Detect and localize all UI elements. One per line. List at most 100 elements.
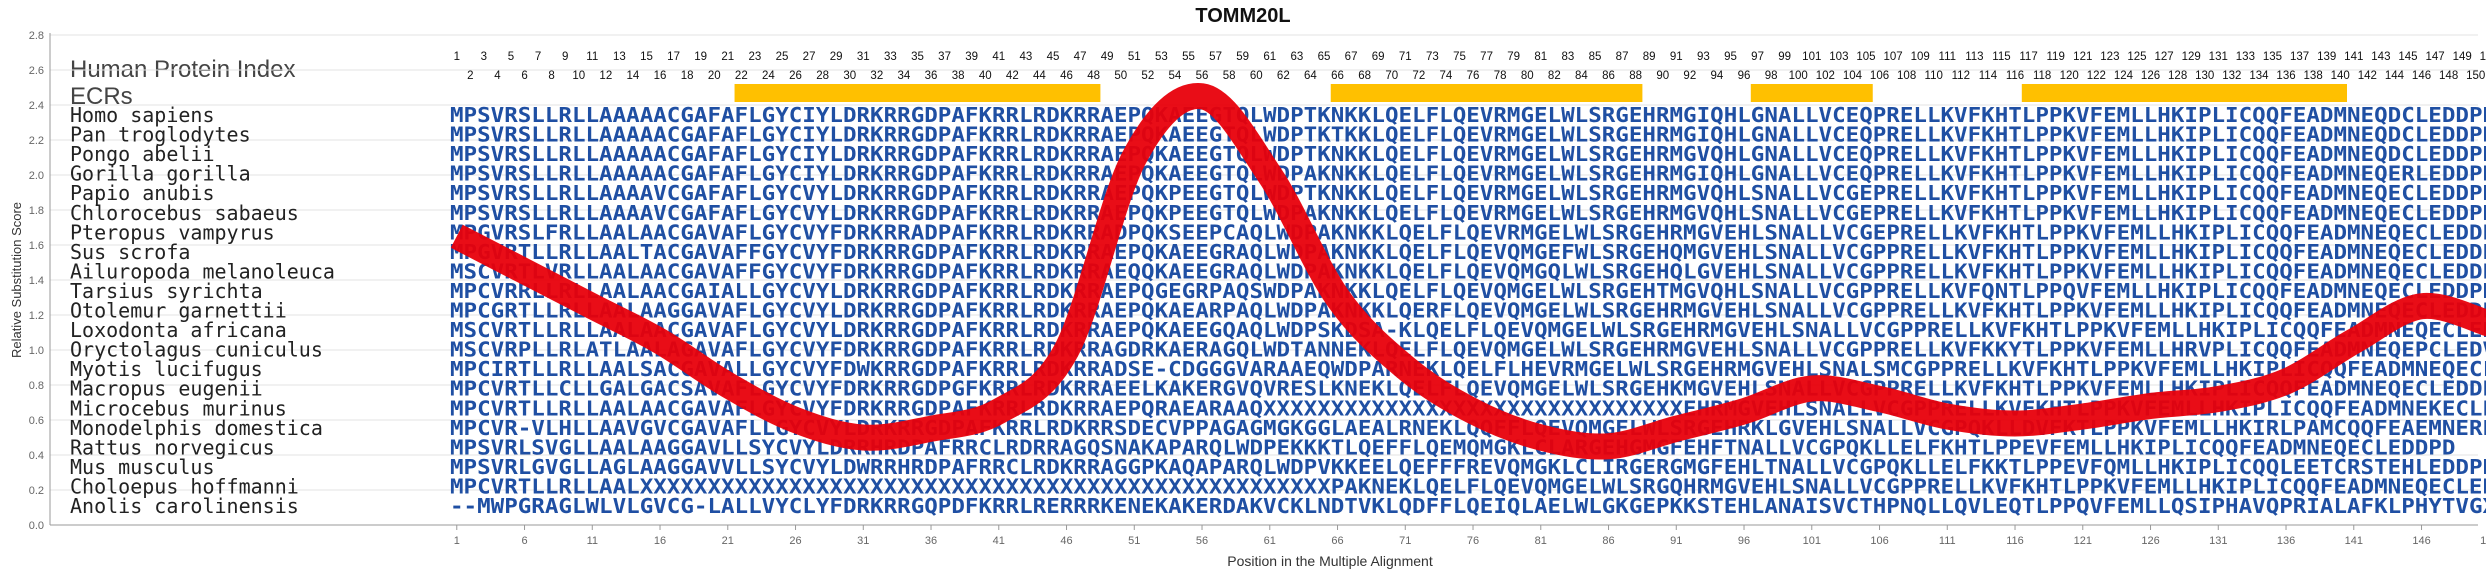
y-tick-label: 0.4: [29, 450, 44, 462]
protein-index-number: 86: [1602, 70, 1615, 82]
protein-index-number: 77: [1480, 51, 1493, 63]
species-label: Gorilla gorilla: [70, 162, 251, 186]
protein-index-number: 80: [1521, 70, 1534, 82]
protein-index-number: 39: [965, 51, 978, 63]
protein-index-number: 126: [2141, 70, 2160, 82]
protein-index-number: 142: [2358, 70, 2377, 82]
alignment-sequence: MPCIRTLLRLLAALSACGAVALLGYCVYFDWKRRGDPAFK…: [450, 357, 2486, 381]
species-label: Sus scrofa: [70, 240, 190, 264]
protein-index-number: 58: [1223, 70, 1236, 82]
protein-index-number: 15: [640, 51, 653, 63]
species-label: Papio anubis: [70, 181, 215, 205]
protein-index-number: 44: [1033, 70, 1046, 82]
species-label: Pteropus vampyrus: [70, 220, 275, 244]
protein-index-number: 101: [1802, 51, 1821, 63]
protein-index-number: 119: [2047, 51, 2065, 63]
protein-index-number: 132: [2222, 70, 2241, 82]
alignment-sequence: MPGVRSLFRLLAALAACGAVAFLGYCVYFDRKRRADPAFK…: [450, 220, 2486, 244]
protein-index-number: 116: [2006, 70, 2024, 82]
x-tick-label: 111: [1939, 535, 1956, 547]
protein-index-number: 73: [1426, 51, 1439, 63]
protein-index-number: 64: [1304, 70, 1317, 82]
alignment-sequence: MSCVRTLVRLLAALAACGAVAFFGYCVYFDRKRRGDPAFK…: [450, 259, 2486, 283]
protein-index-number: 36: [925, 70, 938, 82]
x-tick-label: 36: [925, 535, 937, 547]
protein-index-number: 147: [2425, 51, 2444, 63]
protein-index-number: 22: [735, 70, 748, 82]
protein-index-number: 18: [681, 70, 694, 82]
x-tick-label: 1: [454, 535, 460, 547]
protein-index-number: 25: [776, 51, 789, 63]
alignment-sequence: MPSVRSLLRLLAAAAACGAFAFLGYCIYLDRKRRGDPAFK…: [450, 142, 2486, 166]
x-axis-label: Position in the Multiple Alignment: [1227, 553, 1433, 569]
species-label: Tarsius syrichta: [70, 279, 263, 303]
y-tick-label: 2.6: [29, 65, 44, 77]
protein-index-number: 98: [1765, 70, 1778, 82]
protein-index-number: 124: [2114, 70, 2134, 82]
protein-index-number: 61: [1263, 51, 1276, 63]
protein-index-number: 43: [1019, 51, 1032, 63]
alignment-sequence: MSCVRTLLRLLAALAACGAVAFLGYCVYLDRKRRGDPAFK…: [450, 318, 2486, 342]
y-tick-label: 0.0: [29, 520, 44, 532]
ecr-bar: [1330, 84, 1643, 102]
species-label: Pan troglodytes: [70, 123, 251, 147]
y-tick-label: 0.2: [29, 485, 44, 497]
protein-index-number: 121: [2073, 51, 2092, 63]
protein-index-number: 99: [1778, 51, 1791, 63]
x-tick-label: 46: [1060, 535, 1072, 547]
species-label: Mus musculus: [70, 455, 215, 479]
protein-index-number: 100: [1789, 70, 1808, 82]
x-tick-label: 31: [857, 535, 869, 547]
x-tick-label: 91: [1670, 535, 1682, 547]
protein-index-number: 128: [2168, 70, 2187, 82]
protein-index-number: 146: [2412, 70, 2431, 82]
protein-index-number: 11: [586, 51, 598, 63]
x-tick-label: 56: [1196, 535, 1208, 547]
protein-index-number: 28: [816, 70, 829, 82]
alignment-sequence: MPCGRTLLRLLAALAAGGAVAFLGYCVYLDRKRRGDPAFK…: [450, 299, 2486, 323]
alignment-sequence: --MWPGRAGLWLVLGVCG-LALLVYCLYFDRKRRGQPDFK…: [450, 494, 2486, 518]
human-protein-index-row: 1 3 5 7 9 11 13 15 17 19 21 23 25 27 29 31 33 35 37 39 41 43 4…: [454, 51, 2486, 82]
x-tick-label: 146: [2412, 535, 2430, 547]
y-tick-label: 1.6: [29, 240, 44, 252]
protein-index-number: 104: [1843, 70, 1863, 82]
protein-index-number: 54: [1169, 70, 1182, 82]
alignment-sequence: MPSVRSLLRLLAAAAACGAFAFLGYCIYLDRKRRGDPAFK…: [450, 103, 2486, 127]
alignment-sequence: MPSVRLSVGLLAALAAGGAVLLSYCVYLDRRHRDPAFRRC…: [450, 435, 2455, 459]
protein-index-number: 76: [1467, 70, 1480, 82]
protein-index-number: 136: [2276, 70, 2295, 82]
protein-index-number: 12: [599, 70, 612, 82]
protein-index-number: 70: [1385, 70, 1398, 82]
protein-index-number: 117: [2019, 51, 2037, 63]
protein-index-number: 35: [911, 51, 924, 63]
protein-index-number: 139: [2317, 51, 2336, 63]
score-line: [450, 83, 2486, 460]
protein-index-number: 67: [1345, 51, 1358, 63]
protein-index-number: 5: [508, 51, 514, 63]
y-axis-label: Relative Substitution Score: [9, 202, 24, 358]
protein-index-number: 45: [1047, 51, 1060, 63]
protein-index-number: 93: [1697, 51, 1710, 63]
protein-index-number: 113: [1965, 51, 1983, 63]
species-label: Otolemur garnettii: [70, 299, 287, 323]
protein-index-number: 115: [1992, 51, 2010, 63]
protein-index-number: 91: [1670, 51, 1683, 63]
protein-index-number: 130: [2195, 70, 2214, 82]
x-tick-label: 136: [2277, 535, 2295, 547]
protein-index-number: 144: [2385, 70, 2405, 82]
protein-index-number: 133: [2236, 51, 2255, 63]
y-tick-label: 2.4: [29, 100, 44, 112]
x-tick-label: 126: [2141, 535, 2159, 547]
protein-index-number: 34: [898, 70, 911, 82]
x-tick-label: 41: [993, 535, 1005, 547]
x-tick-label: 131: [2209, 535, 2227, 547]
protein-index-number: 29: [830, 51, 843, 63]
protein-index-number: 4: [494, 70, 501, 82]
protein-index-number: 74: [1440, 70, 1453, 82]
species-label: Anolis carolinensis: [70, 494, 299, 518]
protein-index-number: 46: [1060, 70, 1073, 82]
species-label: Monodelphis domestica: [70, 416, 323, 440]
protein-index-number: 17: [667, 51, 680, 63]
x-tick-label: 101: [1803, 535, 1821, 547]
